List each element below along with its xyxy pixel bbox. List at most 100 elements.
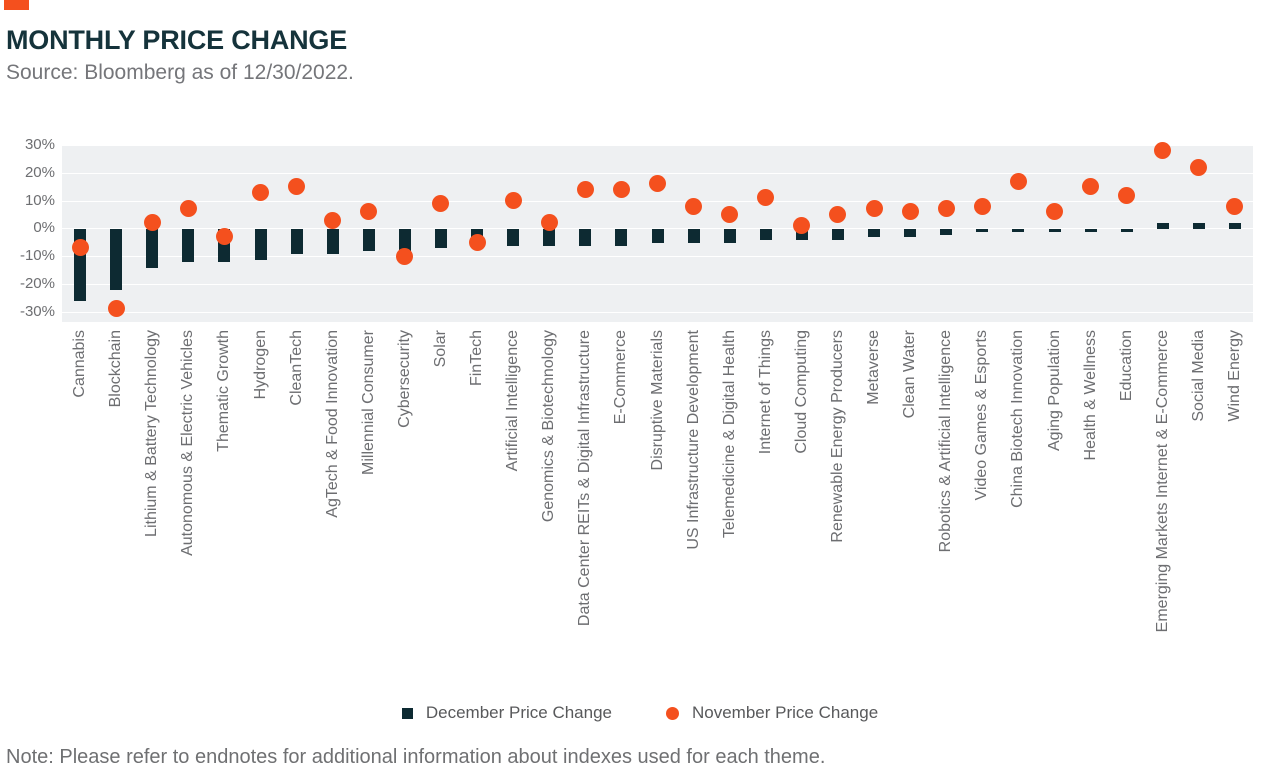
- x-axis-label: Genomics & Biotechnology: [540, 330, 557, 523]
- x-axis-label: US Infrastructure Development: [685, 330, 702, 550]
- december-bar: [904, 229, 916, 237]
- december-bar: [868, 229, 880, 237]
- x-axis-label: Data Center REITs & Digital Infrastructu…: [576, 330, 593, 627]
- x-axis-label: Aging Population: [1046, 330, 1063, 451]
- november-dot: [288, 178, 305, 195]
- november-dot: [396, 248, 413, 265]
- november-dot: [432, 195, 449, 212]
- december-bar: [182, 229, 194, 262]
- y-axis-tick-label: 10%: [24, 192, 55, 209]
- november-dot: [180, 200, 197, 217]
- source-caption: Source: Bloomberg as of 12/30/2022.: [6, 61, 354, 84]
- december-bar: [579, 229, 591, 246]
- december-bar: [1049, 229, 1061, 232]
- december-bar: [507, 229, 519, 246]
- december-bar: [1085, 229, 1097, 232]
- footnote: Note: Please refer to endnotes for addit…: [6, 746, 826, 768]
- gridline: [62, 145, 1253, 146]
- x-axis-label: Cannabis: [71, 330, 88, 398]
- november-dot: [505, 192, 522, 209]
- november-dot: [613, 181, 630, 198]
- november-dot: [216, 228, 233, 245]
- december-bar: [146, 229, 158, 268]
- x-axis-label: Emerging Markets Internet & E-Commerce: [1154, 330, 1171, 633]
- x-axis-label: Metaverse: [865, 330, 882, 405]
- x-axis-label: Social Media: [1190, 330, 1207, 422]
- x-axis-label: Robotics & Artificial Intelligence: [937, 330, 954, 553]
- december-bar: [1229, 223, 1241, 229]
- x-axis-label: Solar: [432, 330, 449, 368]
- december-bar: [652, 229, 664, 243]
- december-bar: [796, 229, 808, 240]
- december-bar: [1193, 223, 1205, 229]
- december-bar: [976, 229, 988, 232]
- gridline: [62, 173, 1253, 174]
- legend-item-december: December Price Change: [401, 703, 612, 723]
- gridline: [62, 284, 1253, 285]
- gridline: [62, 256, 1253, 257]
- december-bar: [1157, 223, 1169, 229]
- december-square-swatch-icon: [401, 707, 413, 719]
- y-axis-tick-label: 20%: [24, 164, 55, 181]
- x-axis-label: Renewable Energy Producers: [829, 330, 846, 543]
- x-axis-label: Cybersecurity: [396, 330, 413, 428]
- x-axis-label: E-Commerce: [612, 330, 629, 425]
- november-dot: [469, 234, 486, 251]
- x-axis-label: Clean Water: [901, 330, 918, 419]
- x-axis-label: Autonomous & Electric Vehicles: [179, 330, 196, 556]
- x-axis-label: China Biotech Innovation: [1009, 330, 1026, 508]
- december-bar: [1012, 229, 1024, 232]
- november-dot: [360, 203, 377, 220]
- x-axis-labels: Cannabis Blockchain Lithium & Battery Tech…: [0, 330, 1280, 700]
- legend-label-december: December Price Change: [425, 703, 612, 722]
- november-dot: [1190, 159, 1207, 176]
- december-bar: [255, 229, 267, 260]
- november-dot: [324, 212, 341, 229]
- legend-label-november: November Price Change: [692, 703, 879, 722]
- x-axis-label: Lithium & Battery Technology: [143, 330, 160, 537]
- y-axis-tick-label: -30%: [19, 303, 55, 320]
- x-axis-label: Disruptive Materials: [649, 330, 666, 471]
- december-bar: [724, 229, 736, 243]
- november-dot: [866, 200, 883, 217]
- november-dot: [108, 300, 125, 317]
- x-axis-label: Artificial Intelligence: [504, 330, 521, 472]
- december-bar: [1121, 229, 1133, 232]
- november-dot: [938, 200, 955, 217]
- x-axis-label: Thematic Growth: [215, 330, 232, 452]
- november-dot: [252, 184, 269, 201]
- december-bar: [110, 229, 122, 290]
- november-dot: [1154, 142, 1171, 159]
- x-axis-label: Wind Energy: [1226, 330, 1243, 422]
- november-dot: [72, 239, 89, 256]
- december-bar: [291, 229, 303, 254]
- november-dot: [1082, 178, 1099, 195]
- november-dot: [1046, 203, 1063, 220]
- x-axis-label: Cloud Computing: [793, 330, 810, 454]
- x-axis-label: FinTech: [468, 330, 485, 387]
- legend: December Price Change November Price Cha…: [0, 703, 1280, 723]
- november-dot: [649, 175, 666, 192]
- x-axis-label: Hydrogen: [252, 330, 269, 400]
- november-dot: [541, 214, 558, 231]
- november-dot: [721, 206, 738, 223]
- november-dot: [829, 206, 846, 223]
- y-axis-tick-label: -20%: [19, 275, 55, 292]
- december-bar: [688, 229, 700, 243]
- december-bar: [760, 229, 772, 240]
- november-dot: [974, 198, 991, 215]
- x-axis-label: Health & Wellness: [1082, 330, 1099, 461]
- november-dot: [757, 189, 774, 206]
- november-dot: [1010, 173, 1027, 190]
- november-dot: [577, 181, 594, 198]
- december-bar: [615, 229, 627, 246]
- november-dot: [793, 217, 810, 234]
- y-axis-tick-label: 30%: [24, 136, 55, 153]
- y-axis-tick-label: -10%: [19, 247, 55, 264]
- november-dot: [1118, 187, 1135, 204]
- y-axis-tick-label: 0%: [33, 219, 55, 236]
- x-axis-label: AgTech & Food Innovation: [324, 330, 341, 518]
- x-axis-label: Blockchain: [107, 330, 124, 408]
- legend-item-november: November Price Change: [666, 703, 878, 723]
- november-dot: [144, 214, 161, 231]
